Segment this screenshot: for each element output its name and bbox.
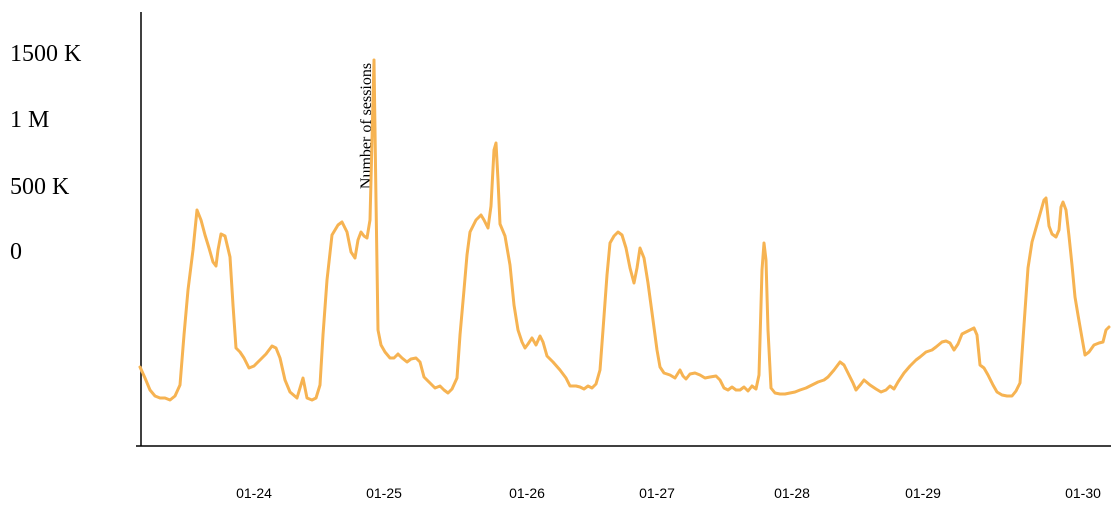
x-tick-label: 01-28	[774, 485, 810, 501]
y-tick-label: 1 M	[10, 107, 49, 133]
y-tick-label: 0	[10, 239, 22, 265]
x-tick-label: 01-29	[905, 485, 941, 501]
x-tick-label: 01-30	[1065, 485, 1101, 501]
x-tick-label: 01-25	[366, 485, 402, 501]
x-tick-label: 01-26	[509, 485, 545, 501]
y-tick-label: 500 K	[10, 174, 70, 200]
series-line	[138, 58, 1111, 402]
x-tick-label: 01-24	[236, 485, 272, 501]
x-tick-label: 01-27	[639, 485, 675, 501]
y-tick-label: 1500 K	[10, 41, 82, 67]
